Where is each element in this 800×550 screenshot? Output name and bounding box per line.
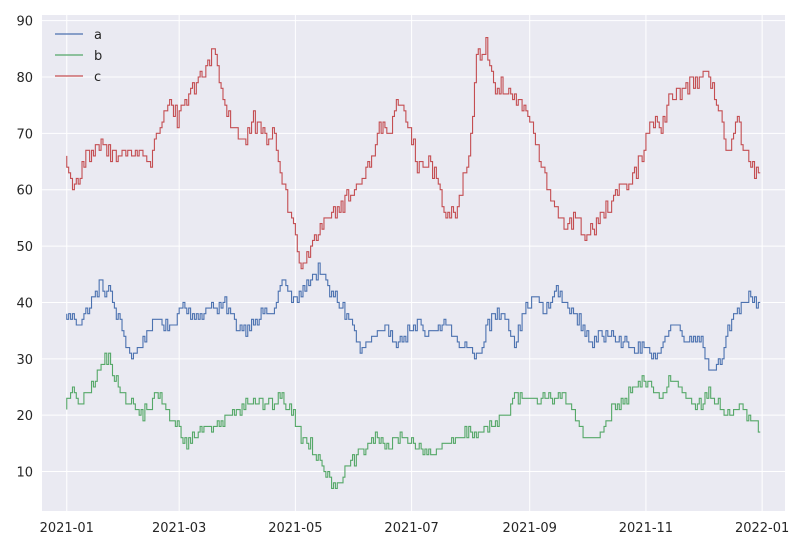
y-tick-label: 70: [16, 127, 33, 142]
y-tick-label: 90: [16, 15, 33, 30]
x-tick-label: 2021-01: [40, 521, 94, 536]
y-tick-label: 40: [16, 296, 33, 311]
x-tick-label: 2021-05: [268, 521, 322, 536]
x-axis-ticks: 2021-01 2021-03 2021-05 2021-07 2021-09 2021-…: [40, 521, 790, 536]
series-line-c: [66, 37, 761, 270]
plot-background: [42, 15, 785, 511]
y-tick-label: 50: [16, 240, 33, 255]
y-tick-label: 30: [16, 353, 33, 368]
legend-label-b: b: [94, 49, 102, 64]
x-tick-label: 2021-11: [619, 521, 673, 536]
y-tick-label: 60: [16, 184, 33, 199]
legend-label-a: a: [94, 28, 102, 43]
series-layer: [66, 37, 761, 489]
legend-label-c: c: [94, 70, 101, 85]
x-tick-label: 2022-01: [735, 521, 789, 536]
y-tick-label: 20: [16, 409, 33, 424]
series-line-a: [66, 262, 761, 371]
y-axis-ticks: 10 20 30 40 50 60 70 80 90: [16, 15, 33, 481]
y-tick-label: 10: [16, 466, 33, 481]
legend: abc: [55, 28, 102, 85]
y-tick-label: 80: [16, 71, 33, 86]
x-tick-label: 2021-03: [152, 521, 206, 536]
series-line-b: [66, 352, 761, 489]
x-tick-label: 2021-07: [384, 521, 438, 536]
x-tick-label: 2021-09: [503, 521, 557, 536]
